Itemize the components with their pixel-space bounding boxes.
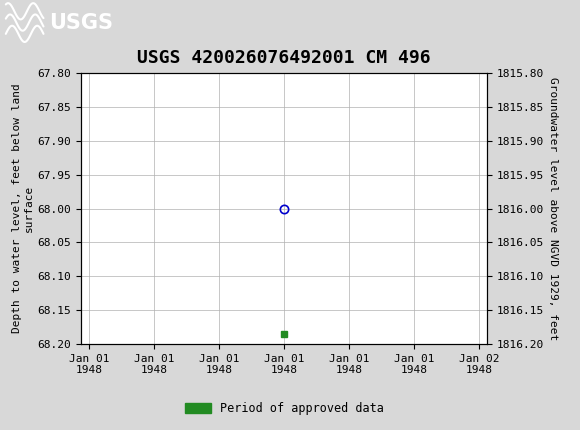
Text: USGS: USGS (49, 12, 113, 33)
Y-axis label: Groundwater level above NGVD 1929, feet: Groundwater level above NGVD 1929, feet (548, 77, 559, 340)
Y-axis label: Depth to water level, feet below land
surface: Depth to water level, feet below land su… (12, 84, 34, 333)
Text: USGS 420026076492001 CM 496: USGS 420026076492001 CM 496 (137, 49, 431, 67)
Legend: Period of approved data: Period of approved data (180, 397, 389, 420)
